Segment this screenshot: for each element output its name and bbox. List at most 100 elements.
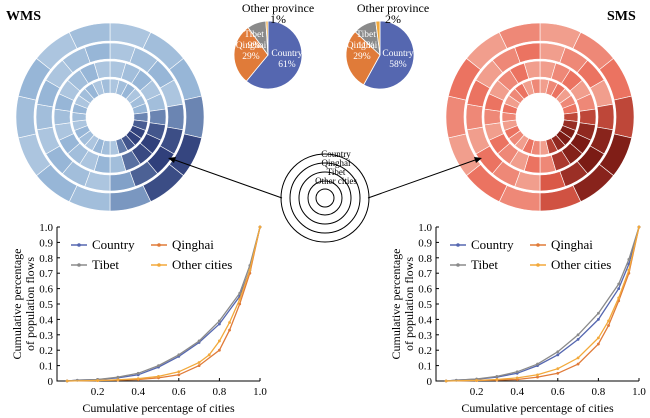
wms-point-other-cities xyxy=(177,370,181,374)
guide-ring-3 xyxy=(298,171,352,225)
sms-point-tibet xyxy=(617,282,621,286)
sms-point-tibet xyxy=(536,362,539,366)
wms-point-tibet xyxy=(136,371,140,375)
sms-point-tibet xyxy=(576,333,580,337)
wms-ytick-label: 0.6 xyxy=(39,284,53,296)
wms-point-other-cities xyxy=(228,321,231,324)
sms-legend-marker xyxy=(536,243,540,247)
wms-legend-marker xyxy=(77,263,81,267)
wms-ytick-label: 0 xyxy=(48,376,54,388)
sms-point-other-cities xyxy=(597,336,600,340)
guide-label-other: Other cities xyxy=(315,176,357,186)
sms-point-other-cities xyxy=(515,376,519,380)
wms-legend-marker xyxy=(157,243,161,247)
sms-ring-3-segment xyxy=(523,60,541,79)
arrow-right-head xyxy=(474,157,482,163)
wms-pie-label-country: Country xyxy=(271,49,302,59)
sms-legend-label: Tibet xyxy=(471,257,498,272)
wms-ring-3-segment xyxy=(93,60,111,79)
sms-point-tibet xyxy=(515,370,519,374)
wms-point-tibet xyxy=(116,375,120,379)
wms-pie-label-country: 61% xyxy=(278,60,296,70)
wms-lorenz-chart: 0 0.1 0.2 0.3 0.4 0.5 0.6 0.7 0.8 0.9 1.0 0.2 0.4 0.6… xyxy=(10,222,267,415)
wms-xtick-label: 0.2 xyxy=(91,386,105,398)
sms-xlabel: Cumulative percentage of cities xyxy=(461,401,614,415)
sms-ring-3-segment xyxy=(483,108,501,126)
wms-pie-label-qinghai: Qinghai xyxy=(236,41,267,51)
sms-pie-label-qinghai: 29% xyxy=(353,52,371,62)
wms-point-tibet xyxy=(177,353,181,357)
wms-donut-rings xyxy=(15,22,205,212)
sms-legend-marker xyxy=(456,263,460,267)
wms-point-qinghai xyxy=(228,328,231,332)
sms-pie-label-other-province: Other province xyxy=(357,1,429,15)
sms-point-other-cities xyxy=(637,225,641,229)
wms-xtick-label: 0.6 xyxy=(172,386,186,398)
sms-pie-label-tibet: 11% xyxy=(357,41,374,51)
guide-ring-2 xyxy=(289,162,361,234)
sms-ytick-label: 0.3 xyxy=(418,330,432,342)
wms-xtick-label: 0.4 xyxy=(131,386,145,398)
wms-legend-label: Country xyxy=(92,237,135,252)
sms-ytick-label: 0.8 xyxy=(418,253,432,265)
sms-xtick-label: 0.6 xyxy=(551,386,565,398)
sms-ring-2-segment xyxy=(514,42,541,63)
arrow-right-line xyxy=(367,158,479,199)
wms-xlabel: Cumulative percentage of cities xyxy=(82,401,235,415)
sms-ytick-label: 0.9 xyxy=(418,237,432,249)
sms-ytick-label: 1.0 xyxy=(418,222,432,234)
wms-point-other-cities xyxy=(197,361,201,364)
wms-pie-label-qinghai: 29% xyxy=(242,52,260,62)
wms-ytick-label: 0.5 xyxy=(39,299,53,311)
sms-point-other-cities xyxy=(556,367,560,371)
sms-legend-label: Other cities xyxy=(551,257,611,272)
wms-point-other-cities xyxy=(96,379,99,382)
wms-pie-slice-other-province xyxy=(265,20,269,56)
wms-point-tibet xyxy=(238,291,242,295)
sms-xtick-label: 0.8 xyxy=(592,386,606,398)
sms-point-qinghai xyxy=(576,362,580,366)
sms-point-country xyxy=(597,318,600,321)
sms-point-country xyxy=(576,338,580,341)
sms-ytick-label: 0.1 xyxy=(418,361,432,373)
sms-point-other-cities xyxy=(607,319,610,323)
wms-ytick-label: 0.3 xyxy=(39,330,53,342)
sms-point-tibet xyxy=(597,311,600,315)
wms-ytick-label: 0.4 xyxy=(39,314,53,326)
wms-point-tibet xyxy=(218,319,221,323)
sms-series-line-other-cities xyxy=(446,226,640,382)
sms-point-country xyxy=(617,287,621,290)
wms-ring-1-segment xyxy=(15,95,37,139)
sms-ytick-label: 0.7 xyxy=(418,268,432,280)
wms-ring-1-segment xyxy=(68,22,111,49)
sms-xtick-label: 0.4 xyxy=(510,386,524,398)
wms-point-country xyxy=(218,322,221,326)
sms-ring-3-segment xyxy=(579,108,597,126)
wms-xtick-label: 1.0 xyxy=(253,386,267,398)
sms-ring-1-segment xyxy=(498,22,541,49)
sms-ylabel: Cumulative percentage xyxy=(389,249,403,360)
wms-pie-label-other-province: Other province xyxy=(242,1,314,15)
wms-point-other-cities xyxy=(207,353,211,357)
wms-ylabel: Cumulative percentage xyxy=(10,249,24,360)
sms-pie-label-country: 58% xyxy=(389,60,407,70)
sms-pie-label-tibet: Tibet xyxy=(356,30,376,40)
sms-ytick-label: 0.5 xyxy=(418,299,432,311)
wms-ring-3-segment xyxy=(53,108,71,126)
guide-label-tibet: Tibet xyxy=(327,167,346,177)
wms-ytick-label: 0.1 xyxy=(39,361,53,373)
wms-xtick-label: 0.8 xyxy=(213,386,227,398)
sms-ytick-label: 0.2 xyxy=(418,345,432,357)
sms-legend-marker xyxy=(456,243,460,247)
sms-lorenz-chart: 0 0.1 0.2 0.3 0.4 0.5 0.6 0.7 0.8 0.9 1.0 0.2 0.4 0.6… xyxy=(389,222,646,415)
wms-pie-label-tibet: 9% xyxy=(248,41,261,51)
sms-point-other-cities xyxy=(627,268,631,272)
sms-donut-rings xyxy=(445,22,635,212)
sms-ring-2-segment xyxy=(465,103,484,131)
sms-series-line-tibet xyxy=(446,226,640,382)
wms-point-other-cities xyxy=(157,374,160,378)
guide-ring-5 xyxy=(315,188,335,208)
guide-label-country: Country xyxy=(321,149,351,159)
